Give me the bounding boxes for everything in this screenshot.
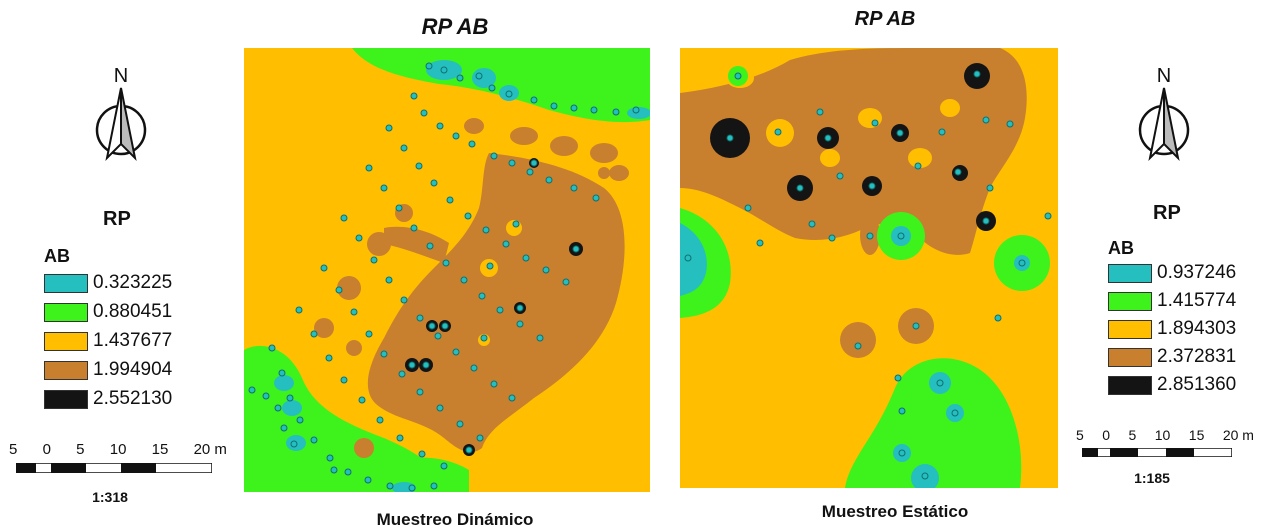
scale-tick: 5	[9, 441, 18, 458]
legend-subtitle: AB	[1108, 238, 1134, 258]
map-caption: Muestreo Estático	[821, 502, 969, 521]
legend-swatch	[1108, 375, 1152, 395]
legend-row: 1.994904	[44, 359, 172, 381]
scale-tick: 5	[1128, 427, 1137, 443]
scale-tick: 15	[1188, 427, 1205, 443]
north-arrow-right: N	[1128, 60, 1200, 170]
scale-tick: 15	[151, 441, 169, 458]
legend-row: 2.851360	[1108, 374, 1236, 396]
legend-row: 0.323225	[44, 272, 172, 294]
legend-row: 1.894303	[1108, 318, 1236, 340]
scale-tick: 20 m	[1222, 427, 1254, 443]
legend-label: 1.994904	[93, 359, 173, 380]
legend-title: RP	[103, 208, 131, 230]
north-label: N	[114, 65, 128, 87]
legend-row: 1.415774	[1108, 290, 1236, 312]
scale-ticks: 5 0 5 10 15 20 m	[1076, 427, 1254, 443]
north-label: N	[1157, 65, 1171, 87]
legend-title: RP	[1153, 202, 1181, 224]
scale-ticks: 5 0 5 10 15 20 m	[9, 441, 227, 458]
north-arrow-left: N	[85, 60, 157, 170]
scale-ratio: 1:318	[92, 489, 128, 505]
scale-ratio: 1:185	[1134, 470, 1170, 486]
legend-subtitle: AB	[44, 246, 70, 266]
legend-row: 2.372831	[1108, 346, 1236, 368]
legend-label: 2.851360	[1157, 374, 1237, 395]
scale-tick: 5	[1076, 427, 1084, 443]
legend-swatch	[44, 389, 88, 409]
legend-label: 2.372831	[1157, 346, 1237, 367]
legend-label: 1.894303	[1157, 318, 1237, 339]
scale-tick: 0	[1102, 427, 1111, 443]
scale-tick: 20 m	[193, 441, 227, 458]
interpolation-map-dinamico	[244, 48, 650, 492]
scale-tick: 10	[1154, 427, 1171, 443]
scale-bar-right	[1082, 448, 1232, 457]
legend-swatch	[1108, 347, 1152, 367]
legend-swatch	[1108, 319, 1152, 339]
interpolation-map-estatico	[680, 48, 1058, 488]
legend-label: 0.880451	[93, 301, 173, 322]
legend-swatch	[44, 331, 88, 351]
legend-swatch	[44, 302, 88, 322]
scale-bar-left	[16, 463, 212, 473]
legend-swatch	[44, 273, 88, 293]
legend-row: 1.437677	[44, 330, 172, 352]
scale-tick: 5	[76, 441, 85, 458]
legend-swatch	[1108, 263, 1152, 283]
legend-label: 2.552130	[93, 388, 173, 409]
legend-row: 0.880451	[44, 301, 172, 323]
scale-tick: 0	[42, 441, 51, 458]
legend-row: 0.937246	[1108, 262, 1236, 284]
map-title: RP AB	[421, 14, 489, 39]
legend-label: 0.323225	[93, 272, 173, 293]
north-arrow-icon: N	[1138, 65, 1190, 162]
legend-swatch	[44, 360, 88, 380]
north-arrow-icon: N	[95, 65, 147, 162]
map-caption: Muestreo Dinámico	[376, 510, 534, 529]
legend-label: 1.437677	[93, 330, 173, 351]
scale-tick: 10	[109, 441, 127, 458]
map-title: RP AB	[854, 8, 916, 30]
legend-label: 0.937246	[1157, 262, 1237, 283]
legend-swatch	[1108, 291, 1152, 311]
legend-label: 1.415774	[1157, 290, 1237, 311]
legend-row: 2.552130	[44, 388, 172, 410]
